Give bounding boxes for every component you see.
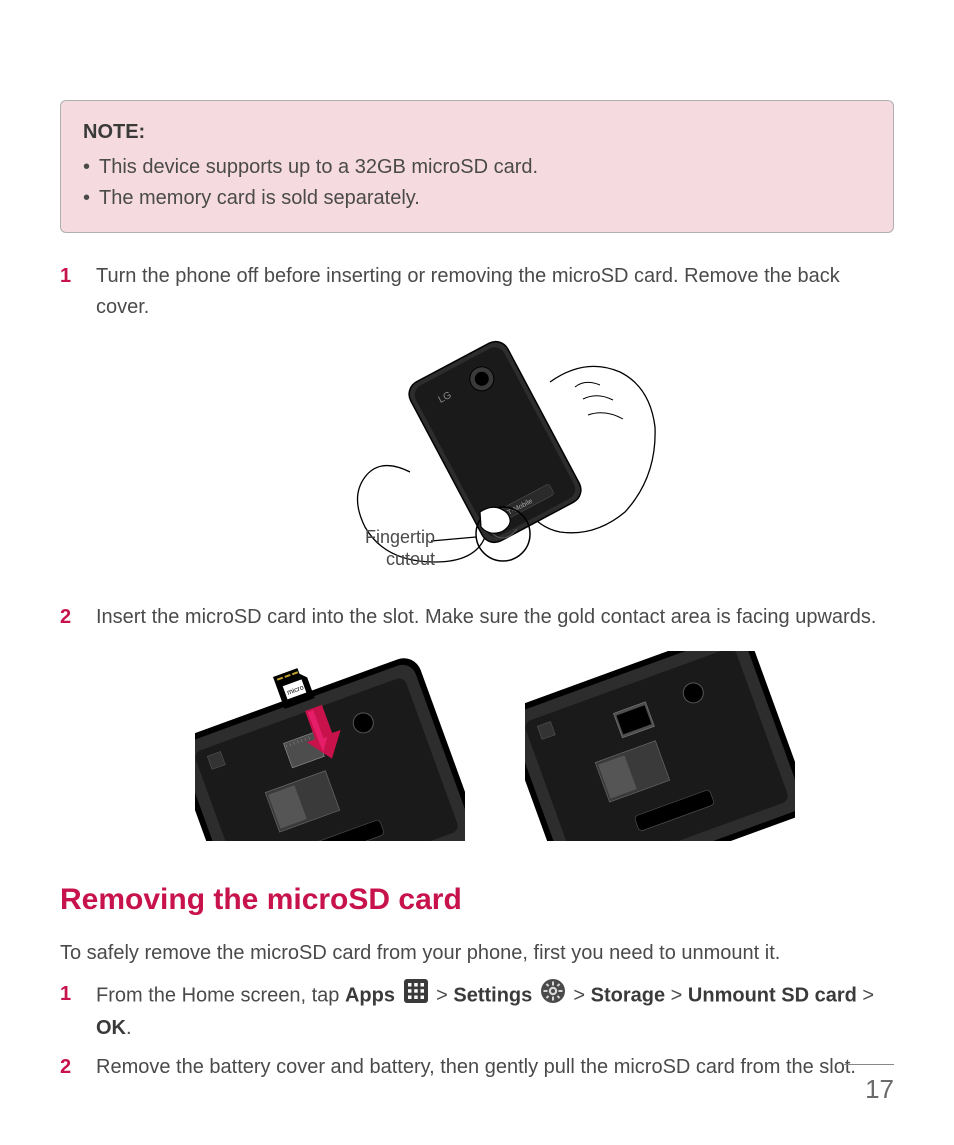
- step-text: Remove the battery cover and battery, th…: [96, 1056, 856, 1078]
- insert-step-1: 1 Turn the phone off before inserting or…: [60, 261, 894, 592]
- remove-intro: To safely remove the microSD card from y…: [60, 938, 894, 969]
- page-number: 17: [844, 1064, 894, 1109]
- remove-steps: 1 From the Home screen, tap Apps > Setti…: [60, 979, 894, 1083]
- note-callout: NOTE: This device supports up to a 32GB …: [60, 100, 894, 233]
- separator: >: [862, 984, 874, 1006]
- apps-icon: [404, 979, 428, 1013]
- figure-label: Fingertip cutout: [315, 527, 435, 570]
- note-title: NOTE:: [83, 117, 871, 148]
- step-number: 2: [60, 602, 71, 633]
- settings-label: Settings: [453, 984, 532, 1006]
- period: .: [126, 1017, 132, 1039]
- separator: >: [436, 984, 453, 1006]
- section-heading: Removing the microSD card: [60, 877, 894, 924]
- step-text-prefix: From the Home screen, tap: [96, 984, 345, 1006]
- insert-step-2: 2 Insert the microSD card into the slot.…: [60, 602, 894, 841]
- step-number: 2: [60, 1052, 71, 1083]
- remove-step-2: 2 Remove the battery cover and battery, …: [60, 1052, 894, 1083]
- storage-label: Storage: [591, 984, 665, 1006]
- figure-label-line: Fingertip: [365, 527, 435, 547]
- step-number: 1: [60, 261, 71, 292]
- step-text: Insert the microSD card into the slot. M…: [96, 606, 876, 628]
- ok-label: OK: [96, 1017, 126, 1039]
- separator: >: [671, 984, 688, 1006]
- step-number: 1: [60, 979, 71, 1010]
- page-number-value: 17: [865, 1074, 894, 1104]
- figure-insert-card-row: micro: [96, 651, 894, 841]
- apps-label: Apps: [345, 984, 395, 1006]
- note-list: This device supports up to a 32GB microS…: [83, 152, 871, 214]
- settings-icon: [541, 979, 565, 1013]
- note-item: The memory card is sold separately.: [83, 183, 871, 214]
- card-seated-illustration: [525, 651, 795, 841]
- figure-label-line: cutout: [386, 549, 435, 569]
- unmount-label: Unmount SD card: [688, 984, 857, 1006]
- figure-remove-cover: LG T·Mobile Fingertip cutout: [96, 337, 894, 592]
- separator: >: [573, 984, 590, 1006]
- note-item: This device supports up to a 32GB microS…: [83, 152, 871, 183]
- remove-step-1: 1 From the Home screen, tap Apps > Setti…: [60, 979, 894, 1044]
- insert-steps: 1 Turn the phone off before inserting or…: [60, 261, 894, 841]
- insert-card-illustration: micro: [195, 651, 465, 841]
- step-text: Turn the phone off before inserting or r…: [96, 265, 840, 318]
